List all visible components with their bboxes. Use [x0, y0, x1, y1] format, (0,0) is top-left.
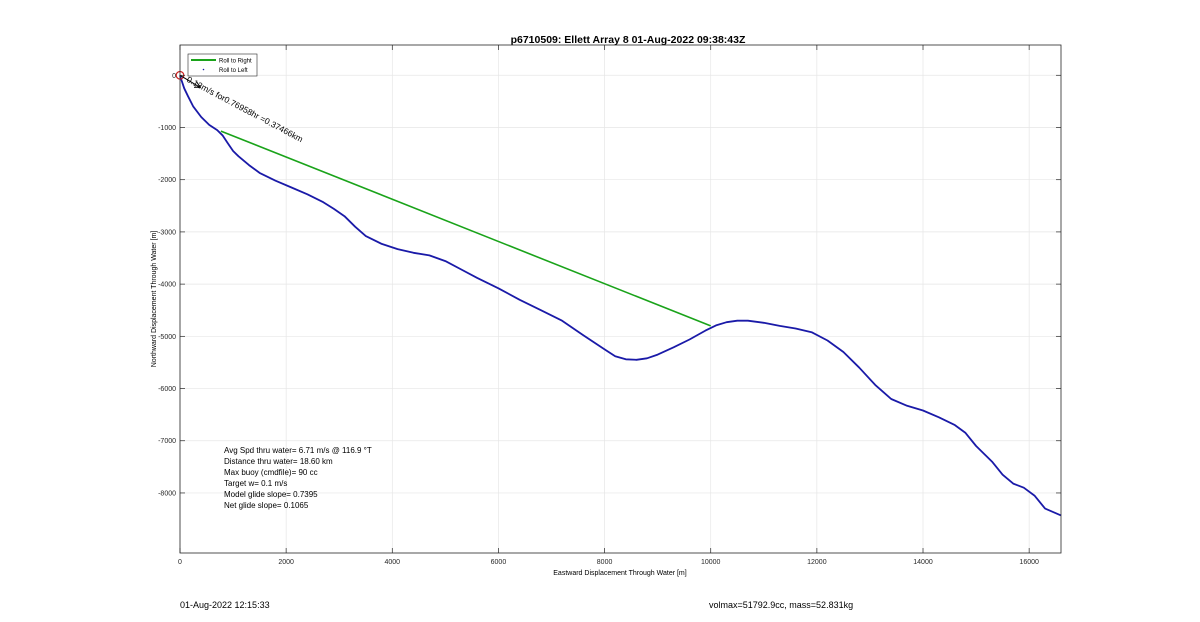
current-vector-arrowhead: [196, 82, 201, 88]
stats-line: Target w= 0.1 m/s: [224, 479, 287, 488]
x-tick-label: 14000: [913, 559, 933, 566]
chart-title: p6710509: Ellett Array 8 01-Aug-2022 09:…: [511, 34, 746, 46]
x-tick-label: 6000: [491, 559, 507, 566]
footer-timestamp: 01-Aug-2022 12:15:33: [180, 600, 270, 610]
plot-area: [180, 45, 1061, 553]
legend-roll-left-label: Roll to Left: [219, 68, 248, 74]
stats-block: Avg Spd thru water= 6.71 m/s @ 116.9 °T D…: [224, 446, 372, 510]
stats-line: Max buoy (cmdfile)= 90 cc: [224, 468, 318, 477]
y-tick-label: -8000: [158, 490, 176, 497]
axis-ticks: 0 2000 4000 6000 8000 10000 12000 14000 16000 -80…: [158, 45, 1061, 566]
y-tick-label: 0: [172, 73, 176, 80]
stats-line: Distance thru water= 18.60 km: [224, 457, 333, 466]
x-tick-label: 8000: [597, 559, 613, 566]
x-tick-label: 10000: [701, 559, 721, 566]
x-tick-label: 2000: [278, 559, 294, 566]
legend-roll-left-swatch: [202, 68, 205, 71]
x-tick-label: 0: [178, 559, 182, 566]
x-tick-label: 4000: [385, 559, 401, 566]
legend: Roll to Right Roll to Left: [187, 53, 258, 77]
stats-line: Avg Spd thru water= 6.71 m/s @ 116.9 °T: [224, 446, 372, 455]
series-roll-to-left-line: [179, 75, 1062, 517]
x-tick-label: 12000: [807, 559, 827, 566]
series-layer: [179, 75, 1062, 517]
stats-line: Model glide slope= 0.7395: [224, 490, 318, 499]
y-tick-label: -5000: [158, 334, 176, 341]
plot-frame: [179, 44, 1062, 554]
y-tick-label: -6000: [158, 386, 176, 393]
y-tick-label: -4000: [158, 282, 176, 289]
series-roll-to-right-line: [220, 130, 711, 327]
grid: [179, 45, 1061, 553]
y-tick-label: -7000: [158, 438, 176, 445]
y-tick-label: -2000: [158, 177, 176, 184]
y-axis-label: Northward Displacement Through Water [m]: [151, 231, 158, 368]
legend-roll-right-label: Roll to Right: [219, 59, 252, 65]
x-tick-label: 16000: [1019, 559, 1039, 566]
footer-volmax: volmax=51792.9cc, mass=52.831kg: [709, 600, 854, 610]
x-axis-label: Eastward Displacement Through Water [m]: [553, 570, 686, 577]
stats-line: Net glide slope= 0.1065: [224, 501, 309, 510]
current-vector-arrow: [179, 74, 201, 88]
y-tick-label: -1000: [158, 125, 176, 132]
y-tick-label: -3000: [158, 229, 176, 236]
